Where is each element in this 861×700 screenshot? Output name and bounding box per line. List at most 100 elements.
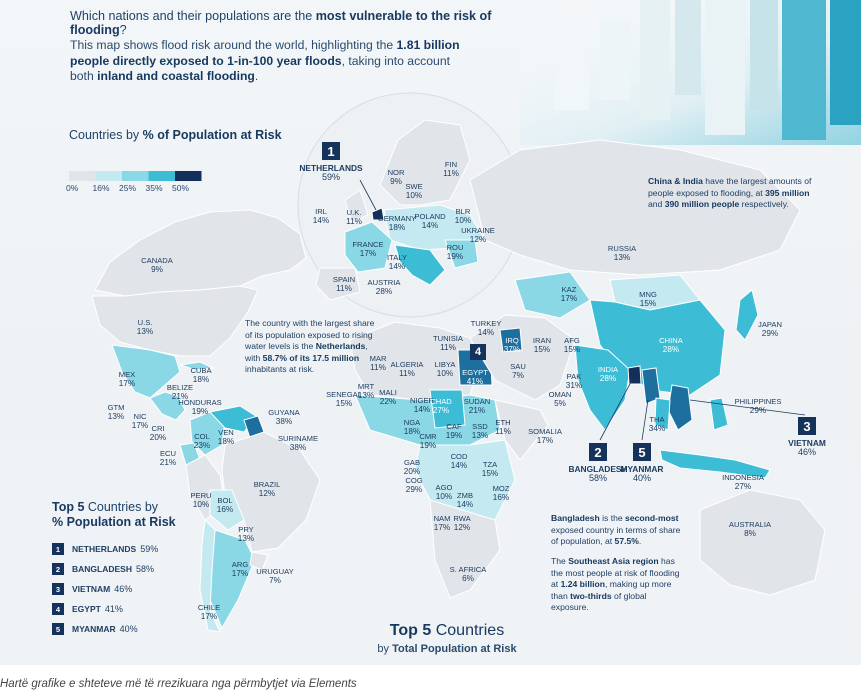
country-value: 29% — [749, 406, 767, 415]
country-value: 18% — [388, 223, 406, 232]
country-australia — [699, 489, 826, 596]
country-horn-africa — [494, 399, 549, 461]
country-name: PRY — [238, 525, 254, 534]
legend-title: Countries by % of Population at Risk — [69, 128, 282, 142]
country-value: 18% — [217, 437, 235, 446]
country-name: PHILIPPINES — [734, 397, 782, 406]
country-uk — [344, 189, 369, 223]
country-name: HONDURAS — [178, 398, 222, 407]
country-bangladesh — [627, 365, 642, 385]
country-chile — [199, 518, 221, 633]
country-value: 14% — [450, 461, 468, 470]
country-value: 17% — [536, 436, 554, 445]
country-name: ARG — [231, 560, 249, 569]
country-value: 15% — [335, 399, 353, 408]
country-label-south-africa: S. AFRICA 6% — [450, 565, 487, 583]
country-name: U.S. — [137, 318, 153, 327]
country-label-france: FRANCE 17% — [352, 240, 383, 258]
country-value: 17% — [118, 379, 136, 388]
country-label-honduras: HONDURAS 19% — [178, 398, 221, 416]
country-label-india: INDIA 28% — [598, 365, 618, 383]
country-value: 17% — [433, 523, 451, 532]
country-name: NOR — [387, 168, 405, 177]
country-label-turkey: TURKEY 14% — [471, 319, 502, 337]
country-name: EGYPT — [462, 368, 488, 377]
legend-labels: 0% 16% 25% 35% 50% — [66, 183, 199, 193]
top5-row: 3 VIETNAM 46% — [52, 583, 132, 595]
country-philippines — [709, 397, 729, 431]
country-label-drc: COD 14% — [451, 452, 468, 470]
country-label-mali: MALI 22% — [379, 388, 397, 406]
country-value: 14% — [413, 405, 431, 414]
top5-row: 4 EGYPT 41% — [52, 603, 123, 615]
country-name: ECU — [159, 449, 177, 458]
country-cuba — [179, 361, 215, 371]
country-value: 15% — [533, 345, 551, 354]
country-value: 11% — [495, 427, 511, 436]
country-spain — [315, 267, 361, 301]
country-value: 9% — [390, 177, 402, 186]
country-label-italy: ITALY 14% — [387, 253, 407, 271]
country-label-germany: GERMANY 18% — [378, 214, 416, 232]
country-label-pakistan: PAK 31% — [566, 372, 582, 390]
rank-badge-netherlands: 1 — [327, 143, 335, 159]
rank-badge-vietnam: 3 — [803, 418, 811, 434]
country-label-mozambique: MOZ 16% — [493, 484, 510, 502]
country-value: 34% — [648, 424, 666, 433]
country-iraq — [499, 327, 523, 353]
country-central-america — [149, 391, 186, 421]
country-us — [91, 285, 259, 357]
country-netherlands — [371, 207, 385, 221]
country-value: 19% — [446, 252, 464, 261]
country-name: CANADA — [141, 256, 173, 265]
legend-label: 35% — [145, 183, 163, 193]
skyline-illustration — [520, 0, 861, 145]
country-label-namibia: NAM 17% — [434, 514, 451, 532]
country-label-iraq: IRQ 37% — [504, 336, 520, 354]
country-name: SENEGAL — [326, 390, 362, 399]
country-name: GERMANY — [377, 214, 417, 223]
country-value: 11% — [346, 217, 362, 226]
country-label-mexico: MEX 17% — [119, 370, 135, 388]
country-value: 18% — [192, 375, 210, 384]
country-name: URUGUAY — [256, 567, 294, 576]
country-name: NIC — [133, 412, 147, 421]
country-label-guyana: GUYANA 38% — [268, 408, 300, 426]
country-name: THA — [649, 415, 665, 424]
callout-lines — [359, 179, 806, 441]
country-label-sudan: SUDAN 21% — [464, 397, 491, 415]
infographic: Which nations and their populations are … — [0, 0, 861, 665]
country-name: MOZ — [492, 484, 510, 493]
country-italy-austria — [394, 244, 446, 286]
country-label-angola: AGO 10% — [436, 483, 453, 501]
country-label-brazil: BRAZIL 12% — [254, 480, 281, 498]
country-value: 28% — [599, 374, 617, 383]
country-label-congo: COG 29% — [405, 476, 422, 494]
intro-paragraph: This map shows flood risk around the wor… — [70, 38, 460, 83]
country-kazakhstan — [514, 271, 591, 319]
country-value: 12% — [258, 489, 276, 498]
country-label-argentina: ARG 17% — [232, 560, 248, 578]
country-name: VEN — [218, 428, 234, 437]
rank-badge-bangladesh: 2 — [594, 444, 602, 460]
country-value: 8% — [744, 529, 756, 538]
country-name: FIN — [444, 160, 458, 169]
image-caption: Hartë grafike e shteteve më të rrezikuar… — [0, 678, 357, 690]
country-label-morocco: MAR 11% — [370, 354, 387, 372]
country-label-china: CHINA 28% — [659, 336, 683, 354]
note-bangladesh: Bangladesh is the second-most exposed co… — [551, 513, 681, 546]
country-label-philippines: PHILIPPINES 29% — [735, 397, 782, 415]
country-label-australia: AUSTRALIA 8% — [729, 520, 771, 538]
country-value: 17% — [560, 294, 578, 303]
country-label-russia: RUSSIA 13% — [608, 244, 636, 262]
country-label-spain: SPAIN 11% — [333, 275, 355, 293]
callout-badges — [322, 142, 816, 461]
legend-label: 25% — [119, 183, 137, 193]
country-name: S. AFRICA — [449, 565, 487, 574]
country-value: 19% — [419, 441, 437, 450]
country-label-belarus: BLR 10% — [455, 207, 471, 225]
country-mexico — [111, 344, 181, 399]
country-value: 13% — [107, 412, 125, 421]
country-name: COD — [450, 452, 468, 461]
